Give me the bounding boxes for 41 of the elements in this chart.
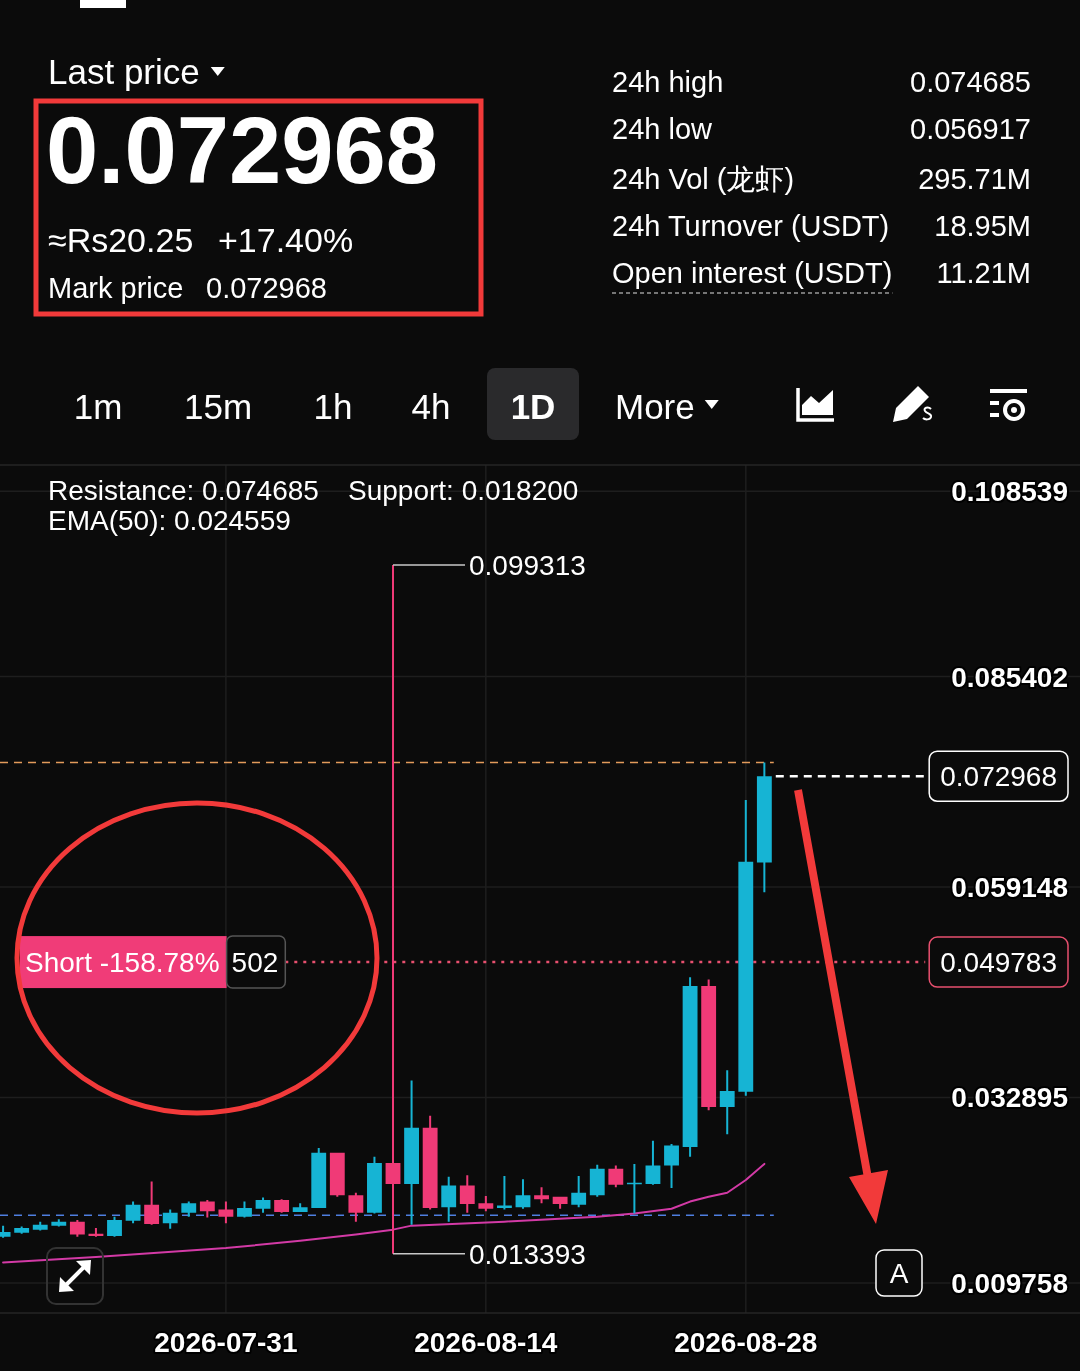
text: 4h <box>411 387 451 426</box>
text: 11.21M <box>936 257 1031 289</box>
text: 1D <box>510 387 556 426</box>
text: More <box>615 387 695 426</box>
x-tick-label: 2026-08-14 <box>414 1327 558 1358</box>
y-tick-label: 0.009758 <box>951 1267 1068 1299</box>
text: 295.71M <box>918 163 1031 195</box>
text: 0.072968 <box>206 272 327 304</box>
text: ≈Rs20.25 <box>48 221 194 259</box>
annotation: A <box>889 1258 909 1289</box>
text: 18.95M <box>934 210 1031 242</box>
text: 0.074685 <box>910 66 1031 98</box>
annotation: Support: 0.018200 <box>348 475 579 506</box>
annotation: Short -158.78% <box>25 947 220 979</box>
text: 24h Vol (龙虾) <box>612 163 795 195</box>
annotation: 0.099313 <box>469 550 586 582</box>
text: 0.056917 <box>910 113 1031 145</box>
text: 1h <box>313 387 353 426</box>
text: 15m <box>183 387 253 426</box>
y-tick-label: 0.059148 <box>951 872 1068 904</box>
text: 24h Turnover (USDT) <box>612 210 890 242</box>
annotation: 502 <box>231 947 279 979</box>
x-tick-label: 2026-08-28 <box>674 1327 818 1358</box>
text: Open interest (USDT) <box>612 257 893 289</box>
y-tick-label: 0.108539 <box>951 476 1068 508</box>
text: 1m <box>73 387 123 426</box>
text: Mark price <box>48 272 184 304</box>
text: 24h high <box>612 66 724 98</box>
text: 0.072968 <box>46 98 439 203</box>
annotation: EMA(50): 0.024559 <box>48 505 291 536</box>
x-tick-label: 2026-07-31 <box>154 1327 298 1358</box>
text: +17.40% <box>218 221 354 259</box>
y-tick-label: 0.032895 <box>951 1082 1068 1114</box>
annotation: Resistance: 0.074685 <box>48 475 319 506</box>
text: Last price <box>48 52 200 91</box>
ref-line-label: 0.049783 <box>940 947 1057 979</box>
y-tick-label: 0.085402 <box>951 661 1068 693</box>
annotation: 0.013393 <box>469 1238 586 1270</box>
text: 24h low <box>612 113 714 145</box>
line-series <box>2 1162 766 1264</box>
ref-line-label: 0.072968 <box>940 761 1057 793</box>
